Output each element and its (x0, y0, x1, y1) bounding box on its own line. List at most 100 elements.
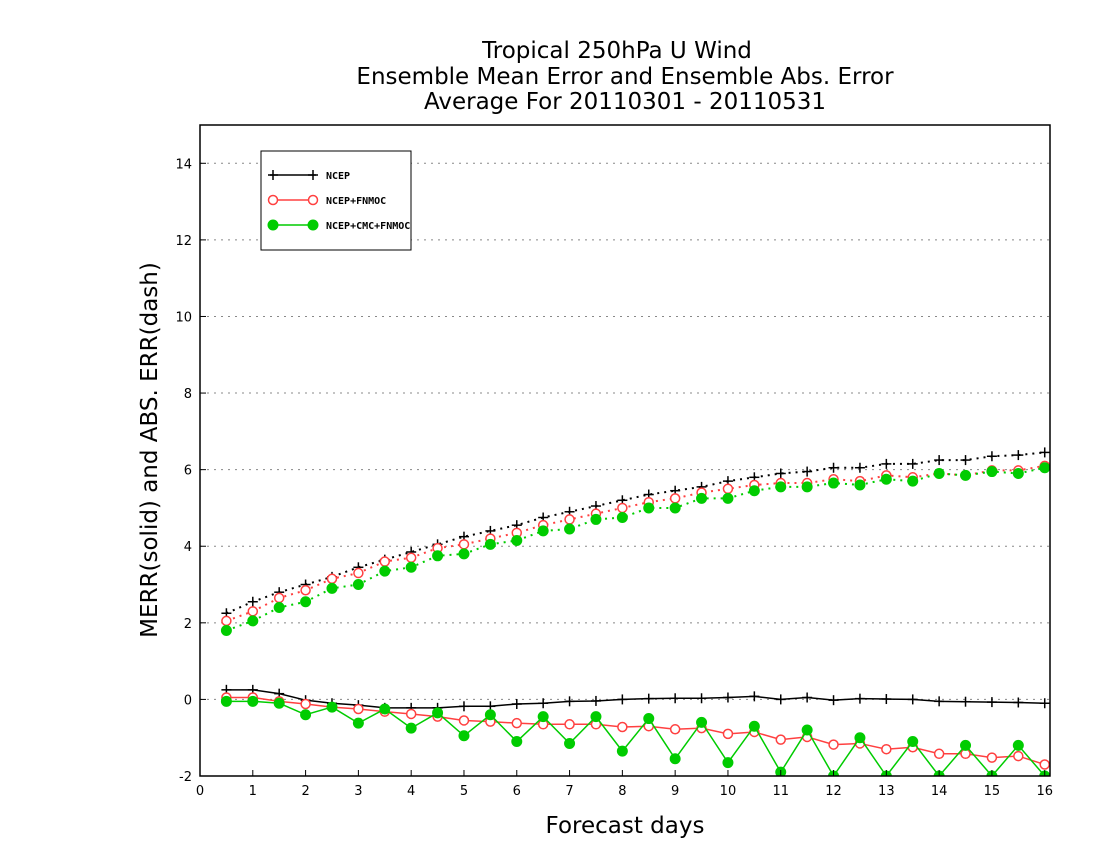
series-ncep-cmc-fnmoc-mean-error-point (696, 716, 708, 728)
series-ncep-cmc-fnmoc-abs-error-point (748, 485, 760, 497)
series-ncep-cmc-fnmoc-mean-error-point (484, 709, 496, 721)
series-ncep-fnmoc-abs-error-point (458, 539, 470, 550)
series-ncep-abs-error-point (775, 468, 786, 479)
chart-title-line-3: Average For 20110301 - 20110531 (424, 89, 826, 115)
series-ncep-mean-error-point (511, 699, 522, 710)
series-ncep-cmc-fnmoc-abs-error-point (537, 525, 549, 537)
series-ncep-cmc-fnmoc-abs-error-point (300, 596, 312, 608)
x-tick-label: 4 (407, 784, 415, 799)
series-ncep-fnmoc-mean-error-point (775, 734, 786, 745)
series-ncep-cmc-fnmoc-mean-error-point (326, 701, 338, 713)
y-tick-label: 12 (175, 234, 192, 249)
series-ncep-fnmoc-mean-error-point (617, 721, 628, 733)
series-ncep-cmc-fnmoc-abs-error-point (933, 467, 945, 479)
series-ncep-cmc-fnmoc-mean-error-point (300, 709, 312, 721)
legend-marker-ncep-cmc-fnmoc (267, 219, 279, 231)
series-ncep-abs-error-point (1039, 447, 1050, 458)
series-ncep-cmc-fnmoc-mean-error-point (537, 711, 549, 723)
series-ncep-cmc-fnmoc-abs-error-point (379, 565, 391, 577)
x-tick-label: 1 (249, 784, 257, 799)
x-tick-label: 16 (1036, 784, 1053, 799)
series-ncep-fnmoc-mean-error-point (881, 743, 892, 755)
legend-marker-ncep-fnmoc (307, 194, 319, 206)
series-ncep-mean-error-point (907, 694, 918, 705)
series-ncep-cmc-fnmoc-abs-error-point (828, 477, 840, 489)
series-ncep-mean-error-point (881, 694, 892, 705)
y-tick-label: 0 (184, 693, 192, 708)
series-ncep-fnmoc-mean-error-point (933, 748, 945, 760)
series-ncep-cmc-fnmoc-abs-error-point (907, 475, 919, 487)
series-ncep-cmc-fnmoc-mean-error-point (854, 732, 866, 744)
x-tick-label: 13 (878, 784, 895, 799)
chart-title-line-2: Ensemble Mean Error and Ensemble Abs. Er… (356, 64, 894, 90)
series-ncep-cmc-fnmoc-abs-error-point (511, 534, 523, 546)
x-tick-label: 7 (565, 784, 573, 799)
y-tick-label: 4 (184, 540, 192, 555)
series-ncep-mean-error-point (749, 691, 760, 702)
x-tick-label: 5 (460, 784, 468, 799)
series-ncep-cmc-fnmoc-abs-error-point (616, 512, 628, 524)
x-tick-label: 6 (513, 784, 521, 799)
series-ncep-fnmoc-mean-error-point (986, 752, 998, 763)
series-ncep-cmc-fnmoc-mean-error-point (220, 695, 232, 707)
series-ncep-fnmoc-abs-error-point (247, 606, 259, 617)
series-ncep-cmc-fnmoc-abs-error-point (590, 513, 602, 525)
series-ncep-mean-error-point (670, 693, 681, 704)
series-ncep-mean-error-point (458, 701, 469, 712)
series-ncep-cmc-fnmoc-mean-error-point (405, 722, 417, 734)
series-ncep-abs-error-point (854, 462, 865, 473)
x-tick-label: 14 (931, 784, 948, 799)
series-ncep-abs-error-point (802, 466, 813, 477)
series-ncep-fnmoc-mean-error-point (405, 708, 417, 720)
series-ncep-fnmoc-abs-error-point (379, 556, 391, 567)
series-ncep-fnmoc-abs-error-point (722, 483, 734, 495)
x-tick-label: 10 (720, 784, 737, 799)
legend-label-ncep-fnmoc: NCEP+FNMOC (326, 196, 386, 207)
series-ncep-cmc-fnmoc-abs-error-point (880, 473, 892, 485)
series-ncep-cmc-fnmoc-mean-error-point (748, 720, 760, 732)
legend-marker-ncep (308, 170, 318, 180)
x-tick-label: 15 (984, 784, 1001, 799)
series-ncep-mean-error-point (722, 692, 733, 703)
legend-label-ncep-cmc-fnmoc: NCEP+CMC+FNMOC (326, 221, 410, 232)
series-ncep-cmc-fnmoc-abs-error-point (458, 548, 470, 560)
series-ncep-fnmoc-abs-error-point (300, 585, 311, 596)
series-ncep-cmc-fnmoc-mean-error-line (226, 700, 1046, 776)
series-ncep-abs-error-point (907, 458, 918, 469)
series-ncep-fnmoc-abs-error-line (226, 464, 1045, 622)
series-ncep-cmc-fnmoc-mean-error-point (722, 757, 734, 769)
series-ncep-cmc-fnmoc-abs-error-point (722, 492, 734, 504)
series-ncep-cmc-fnmoc-mean-error-point (1012, 739, 1024, 751)
series-ncep-fnmoc-mean-error-point (511, 717, 523, 729)
y-tick-label: 2 (184, 617, 192, 632)
series-ncep-cmc-fnmoc-abs-error-point (1012, 467, 1024, 479)
series-ncep-mean-error-line (226, 689, 1045, 709)
x-tick-label: 11 (772, 784, 789, 799)
y-tick-label: -2 (179, 770, 192, 785)
series-ncep-cmc-fnmoc-abs-error-point (352, 579, 364, 591)
series-ncep-abs-error-point (986, 451, 997, 462)
series-ncep-fnmoc-mean-error-point (828, 739, 839, 750)
series-ncep-fnmoc-mean-error-point (1039, 759, 1050, 770)
series-ncep-fnmoc-abs-error-point (221, 615, 232, 627)
x-tick-label: 12 (825, 784, 842, 799)
legend-label-ncep: NCEP (326, 171, 350, 182)
series-ncep-cmc-fnmoc-mean-error-point (590, 711, 602, 723)
series-ncep-mean-error-point (828, 695, 839, 706)
series-ncep-abs-error-point (1013, 450, 1024, 461)
chart-title-line-1: Tropical 250hPa U Wind (481, 38, 752, 64)
series-ncep-cmc-fnmoc-abs-error-point (775, 481, 787, 493)
y-tick-label: 14 (175, 157, 192, 172)
series-ncep-cmc-fnmoc-abs-error-point (484, 538, 496, 550)
series-ncep-fnmoc-abs-error-point (669, 493, 681, 504)
series-ncep-cmc-fnmoc-mean-error-point (458, 730, 470, 742)
series-ncep-cmc-fnmoc-mean-error-point (511, 736, 523, 748)
series-ncep-cmc-fnmoc-abs-error-point (326, 582, 338, 594)
series-ncep-fnmoc-abs-error-point (405, 552, 417, 563)
series-ncep-abs-error-point (934, 455, 945, 466)
x-tick-label: 0 (196, 784, 204, 799)
series-ncep-fnmoc-abs-error-point (564, 514, 575, 525)
series-ncep-mean-error-point (1013, 697, 1024, 708)
series-ncep-abs-error-point (828, 462, 839, 473)
